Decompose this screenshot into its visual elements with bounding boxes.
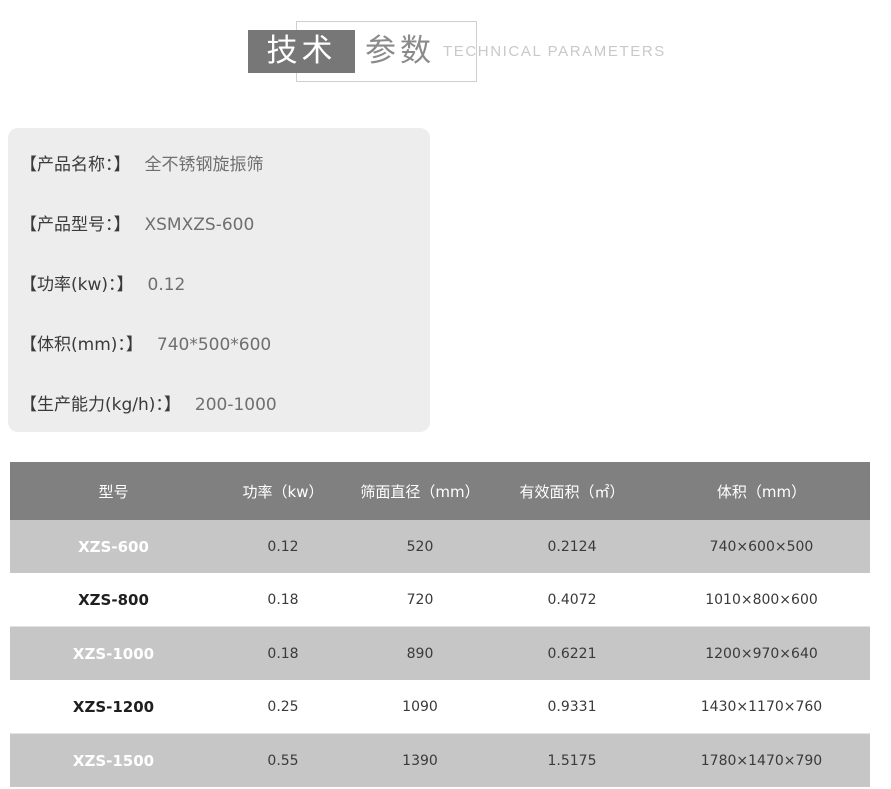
table-row: XZS-800 0.18 720 0.4072 1010×800×600 [10,573,870,627]
cell-volume: 1780×1470×790 [653,733,870,787]
spec-value: 0.12 [147,275,186,295]
cell-diameter: 520 [349,520,491,573]
column-header-model: 型号 [10,462,217,520]
spec-row: 【功率(kw)：】 0.12 [8,270,430,330]
title-highlight-block [248,30,355,73]
cell-model: XZS-1000 [10,626,217,680]
table-body: XZS-600 0.12 520 0.2124 740×600×500 XZS-… [10,520,870,787]
cell-power: 0.18 [217,573,349,627]
page-title-highlight: 技术 [266,33,337,69]
table-row: XZS-1200 0.25 1090 0.9331 1430×1170×760 [10,680,870,734]
spec-row: 【生产能力(kg/h)：】 200-1000 [8,390,430,450]
column-header-area: 有效面积（㎡） [491,462,653,520]
cell-power: 0.18 [217,626,349,680]
cell-area: 0.6221 [491,626,653,680]
spec-row: 【产品型号：】 XSMXZS-600 [8,210,430,270]
cell-model: XZS-600 [10,520,217,573]
page-title-english: TECHNICAL PARAMETERS [443,43,666,60]
cell-volume: 1010×800×600 [653,573,870,627]
column-header-power: 功率（kw） [217,462,349,520]
cell-diameter: 720 [349,573,491,627]
table-row: XZS-600 0.12 520 0.2124 740×600×500 [10,520,870,573]
spec-label: 【功率(kw)：】 [20,275,134,295]
cell-volume: 1200×970×640 [653,626,870,680]
table-row: XZS-1000 0.18 890 0.6221 1200×970×640 [10,626,870,680]
spec-value: 全不锈钢旋振筛 [144,155,264,175]
table-header: 型号 功率（kw） 筛面直径（mm） 有效面积（㎡） 体积（mm） [10,462,870,520]
cell-diameter: 890 [349,626,491,680]
cell-model: XZS-800 [10,573,217,627]
spec-label: 【产品名称：】 [20,155,131,175]
page-title-secondary: 参数 [365,33,435,69]
page-header: 技术 参数 TECHNICAL PARAMETERS [0,0,891,110]
cell-area: 0.9331 [491,680,653,734]
spec-row: 【体积(mm)：】 740*500*600 [8,330,430,390]
spec-label: 【产品型号：】 [20,215,131,235]
cell-power: 0.12 [217,520,349,573]
cell-diameter: 1090 [349,680,491,734]
product-spec-panel: 【产品名称：】 全不锈钢旋振筛 【产品型号：】 XSMXZS-600 【功率(k… [8,128,430,432]
spec-label: 【生产能力(kg/h)：】 [20,395,181,415]
cell-area: 0.4072 [491,573,653,627]
spec-value: 200-1000 [194,395,277,415]
table-header-row: 型号 功率（kw） 筛面直径（mm） 有效面积（㎡） 体积（mm） [10,462,870,520]
cell-model: XZS-1500 [10,733,217,787]
cell-power: 0.25 [217,680,349,734]
cell-power: 0.55 [217,733,349,787]
spec-row: 【产品名称：】 全不锈钢旋振筛 [8,150,430,210]
cell-diameter: 1390 [349,733,491,787]
column-header-volume: 体积（mm） [653,462,870,520]
cell-model: XZS-1200 [10,680,217,734]
cell-area: 0.2124 [491,520,653,573]
cell-volume: 740×600×500 [653,520,870,573]
spec-value: XSMXZS-600 [144,215,255,235]
spec-label: 【体积(mm)：】 [20,335,143,355]
cell-volume: 1430×1170×760 [653,680,870,734]
cell-area: 1.5175 [491,733,653,787]
table-row: XZS-1500 0.55 1390 1.5175 1780×1470×790 [10,733,870,787]
column-header-diameter: 筛面直径（mm） [349,462,491,520]
spec-value: 740*500*600 [156,335,272,355]
model-spec-table: 型号 功率（kw） 筛面直径（mm） 有效面积（㎡） 体积（mm） XZS-60… [10,462,870,787]
